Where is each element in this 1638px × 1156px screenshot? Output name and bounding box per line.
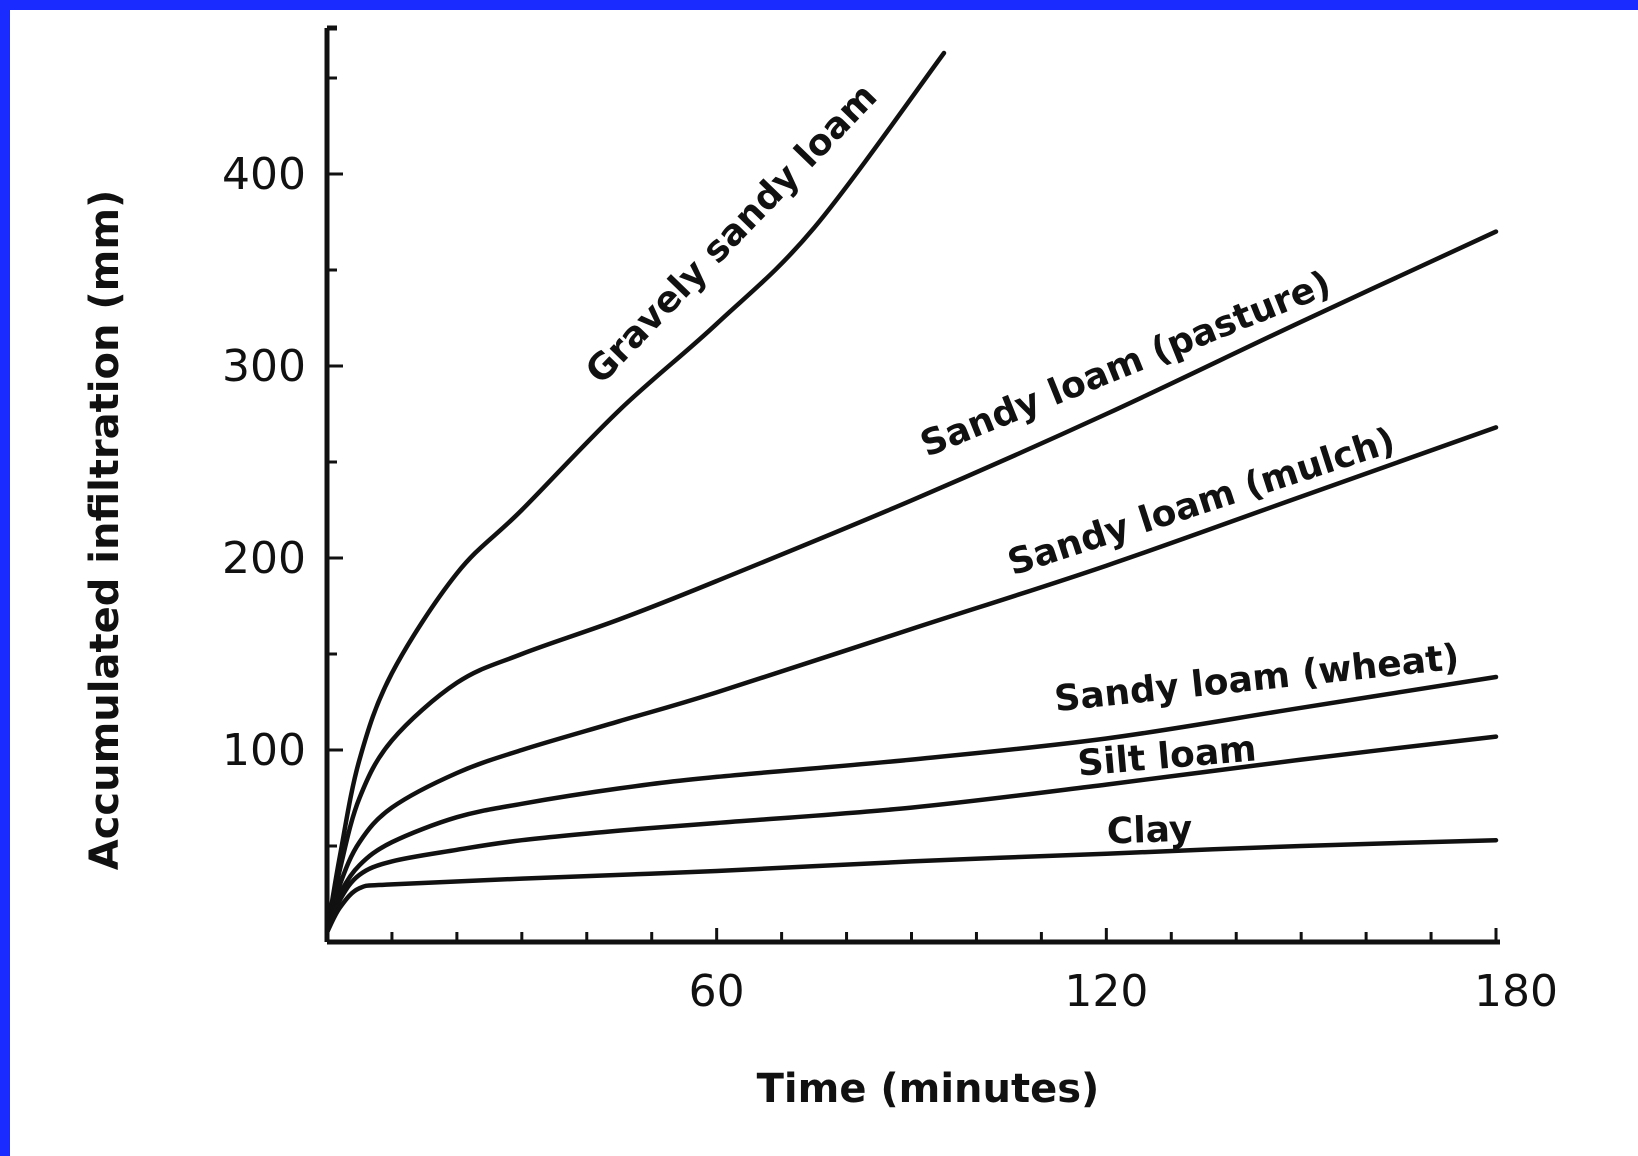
y-tick-label: 300 (222, 341, 306, 392)
series-label-sandy-loam-wheat: Sandy loam (wheat) (1052, 637, 1461, 720)
series-label-sandy-loam-mulch: Sandy loam (mulch) (1003, 420, 1400, 584)
series-line-silt-loam (324, 734, 1499, 935)
series-line-clay (324, 837, 1499, 935)
y-axis-title: Accumulated infiltration (mm) (82, 190, 128, 871)
curves (324, 50, 1499, 935)
y-tick-label: 100 (222, 725, 306, 776)
x-tick-label: 120 (1064, 966, 1148, 1017)
series-line-sandy-loam-wheat (324, 674, 1499, 935)
series-line-sandy-loam-pasture (324, 229, 1499, 935)
x-axis-title: Time (minutes) (757, 1066, 1100, 1112)
x-tick-label: 60 (689, 966, 745, 1017)
series-label-gravely-sandy-loam: Gravely sandy loam (578, 76, 885, 392)
y-tick-label: 400 (222, 149, 306, 200)
series-label-sandy-loam-pasture: Sandy loam (pasture) (915, 263, 1337, 465)
series-line-sandy-loam-mulch (324, 425, 1499, 935)
axes: 60 120 180 100 200 300 400 (222, 25, 1558, 1017)
series-label-clay: Clay (1106, 809, 1193, 853)
chart-frame: 60 120 180 100 200 300 400 Gravely sandy loam S… (10, 10, 1638, 1156)
series-line-gravely-sandy-loam (324, 50, 947, 935)
series-labels: Gravely sandy loam Sandy loam (pasture)Sa… (578, 76, 1461, 853)
x-tick-label: 180 (1474, 966, 1558, 1017)
y-tick-label: 200 (222, 533, 306, 584)
